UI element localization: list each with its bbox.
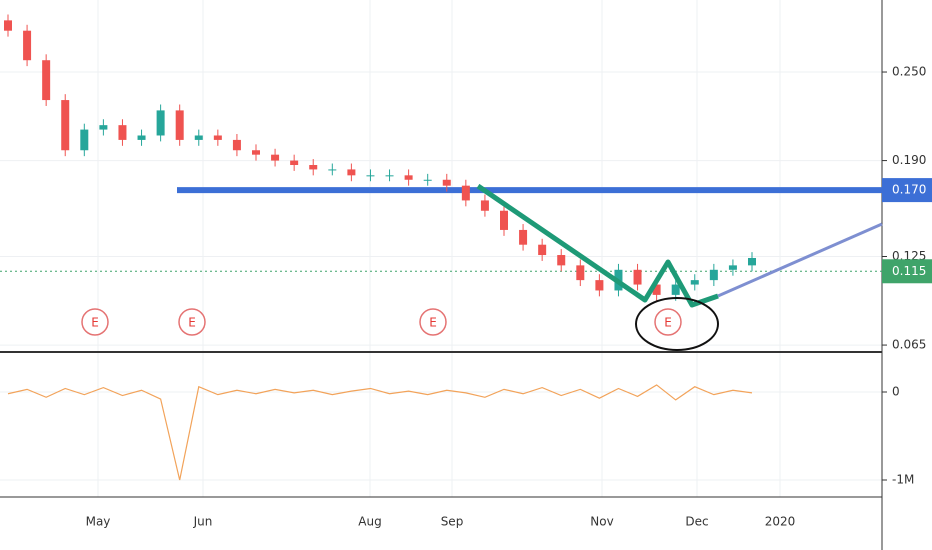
candle-body (442, 179, 451, 186)
candle-body (500, 210, 508, 230)
event-marker (81, 308, 109, 336)
candle-body (748, 257, 756, 266)
candle-body (728, 265, 737, 270)
x-tick-label: Nov (590, 515, 613, 529)
candle-body (80, 129, 89, 151)
level-label-bg (882, 259, 932, 284)
y-tick-label: 0.190 (892, 153, 926, 167)
candle-body (175, 110, 184, 140)
y-tick-label: 0.250 (892, 65, 926, 79)
candle-body (690, 280, 699, 285)
candle-body (271, 154, 280, 161)
x-tick-label: Sep (441, 515, 464, 529)
candle-body (61, 100, 70, 151)
candle-body (194, 135, 203, 140)
candle-body (671, 284, 680, 295)
x-tick-label: 2020 (765, 515, 796, 529)
candle-body (423, 179, 432, 181)
candle-body (309, 165, 318, 170)
candle-body (480, 200, 489, 211)
candle-body (42, 60, 51, 101)
event-marker (178, 308, 206, 336)
level-label: 0.115 (892, 264, 926, 278)
y2-tick-label: 0 (892, 384, 900, 398)
x-tick-label: May (86, 515, 111, 529)
event-marker (654, 308, 682, 336)
event-label: E (91, 316, 99, 330)
candle-body (538, 244, 547, 256)
candle-body (709, 269, 718, 281)
candle-body (328, 169, 337, 171)
candle-body (461, 185, 470, 201)
candle-body (290, 160, 299, 166)
candle-body (519, 229, 528, 245)
candle-body (252, 150, 260, 155)
x-tick-label: Dec (685, 515, 708, 529)
y2-tick-label: -1M (892, 472, 914, 486)
y-tick-label: 0.065 (892, 338, 926, 352)
candle-body (652, 284, 661, 295)
x-tick-label: Jun (193, 515, 213, 529)
candle-body (404, 175, 413, 180)
candle-body (156, 110, 165, 136)
candle-body (633, 269, 642, 285)
event-label: E (188, 316, 196, 330)
candle-body (99, 125, 108, 130)
candle-body (137, 135, 146, 140)
candle-body (118, 125, 127, 140)
oscillator-line (7, 384, 753, 481)
x-tick-label: Aug (358, 515, 381, 529)
candle-body (595, 280, 604, 291)
candle-body (366, 175, 375, 177)
level-label-bg (882, 178, 932, 203)
circle-drawing (635, 297, 719, 351)
event-marker (419, 308, 447, 336)
ray-drawing (717, 222, 883, 298)
candle-body (557, 255, 566, 266)
candle-body (347, 169, 356, 176)
candle-body (576, 265, 585, 281)
candle-body (385, 175, 394, 177)
level-label: 0.170 (892, 183, 926, 197)
event-label: E (429, 316, 437, 330)
candle-body (23, 30, 32, 61)
candle-body (213, 135, 222, 140)
event-label: E (664, 316, 672, 330)
candle-body (232, 139, 241, 151)
candle-body (4, 20, 12, 31)
